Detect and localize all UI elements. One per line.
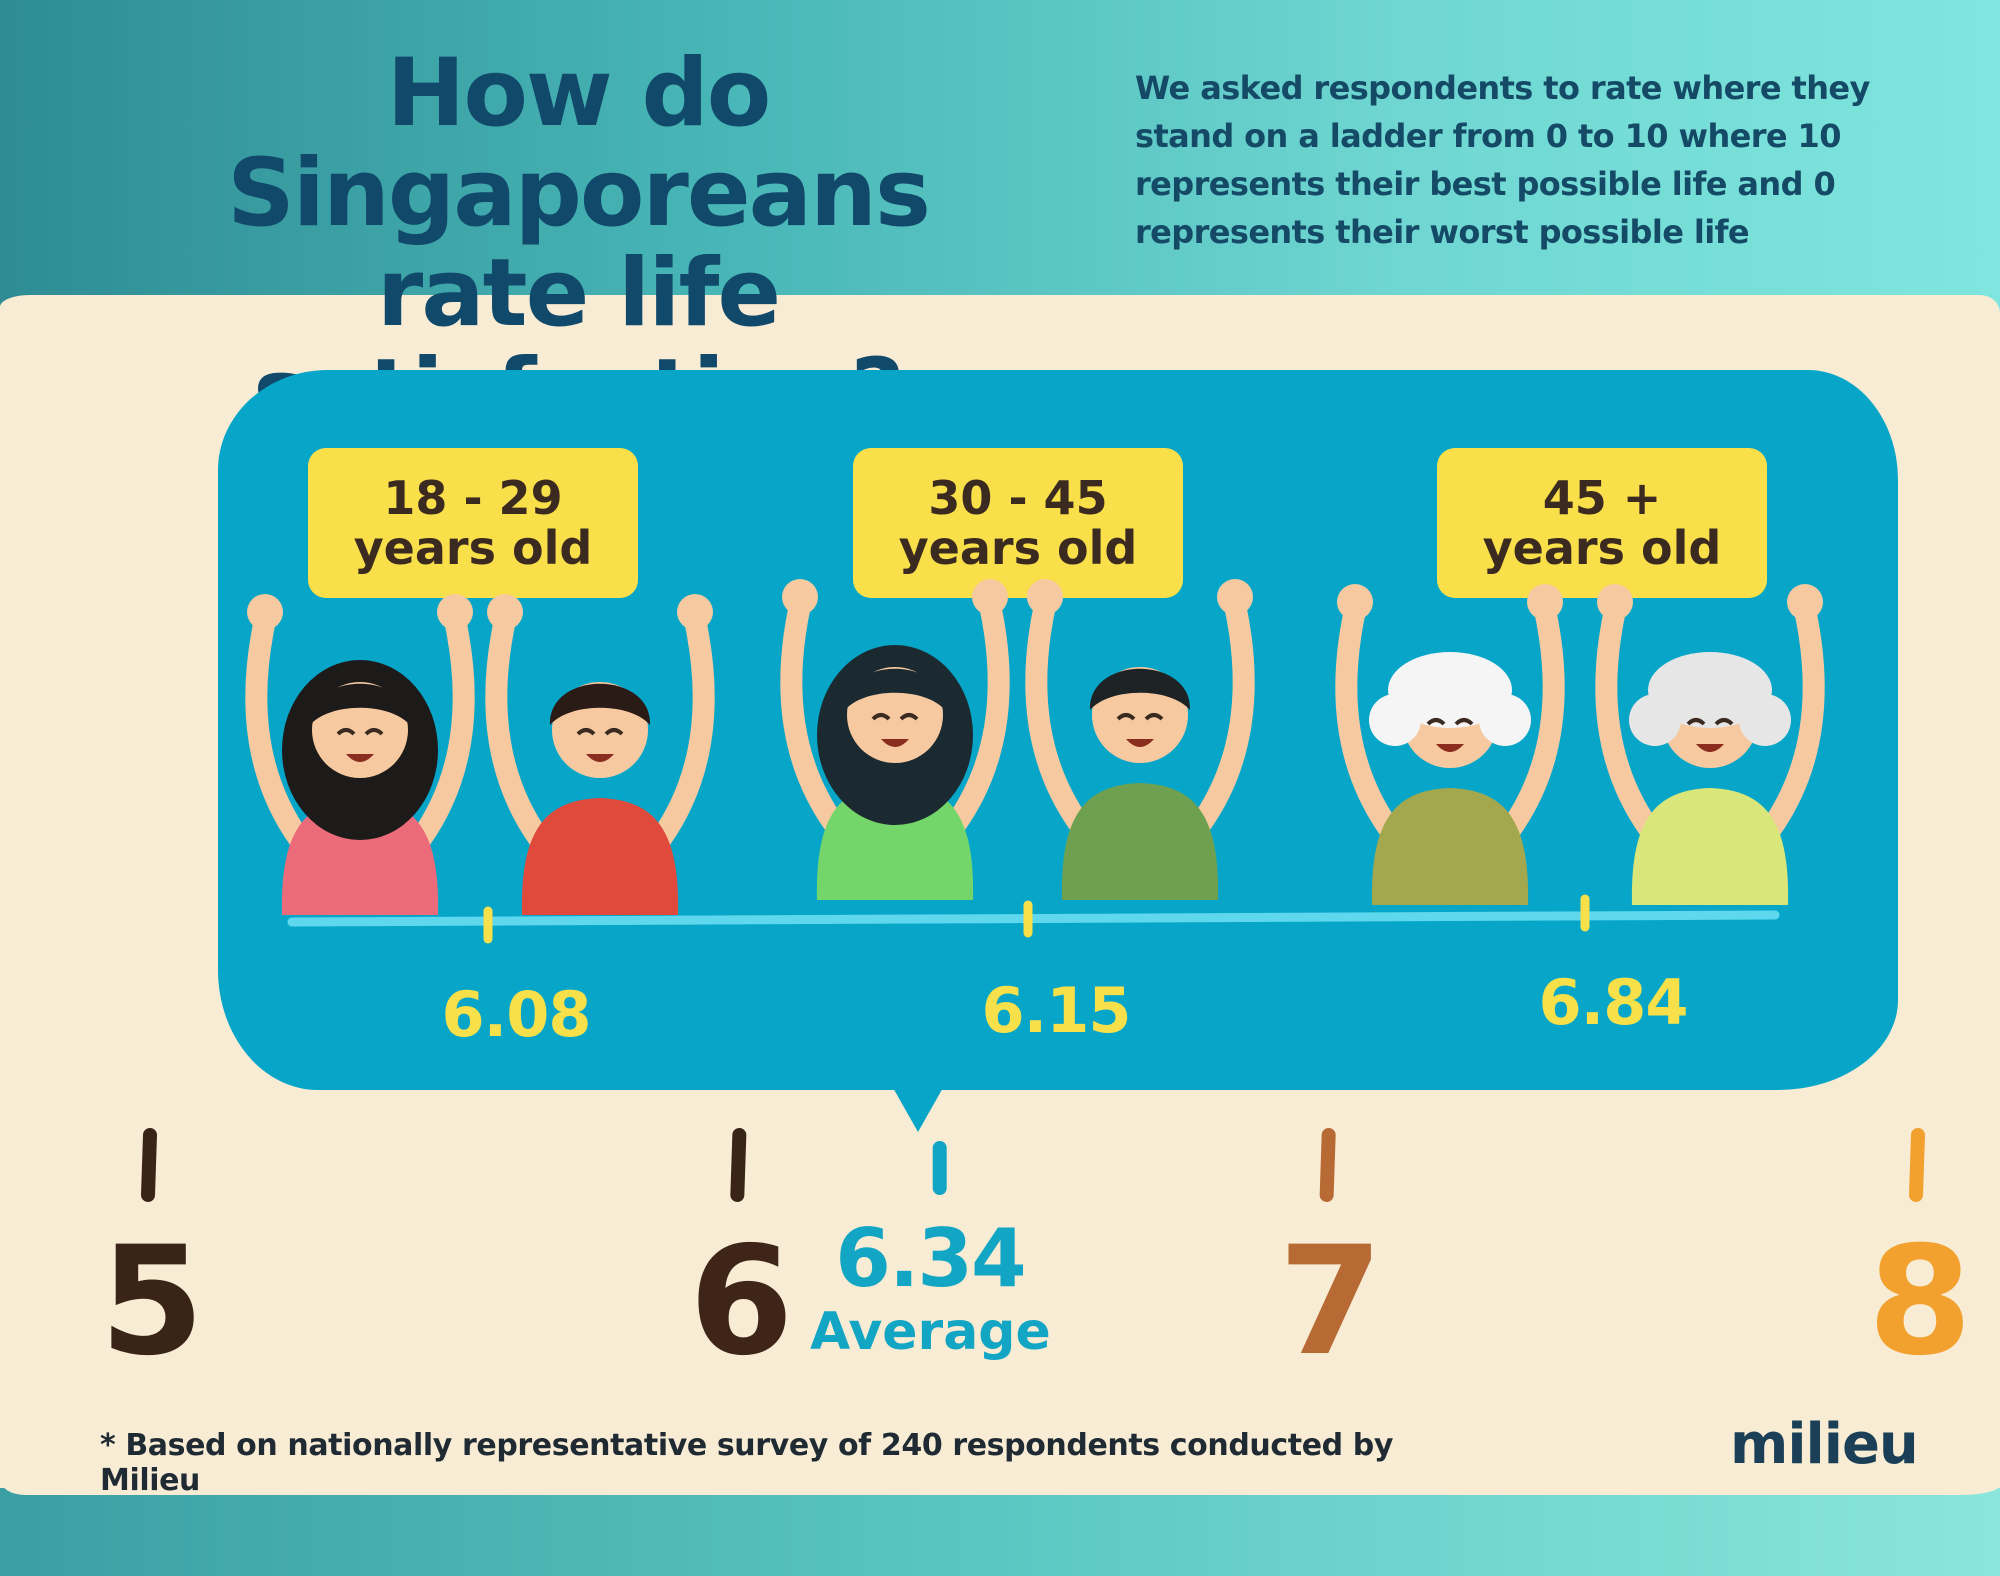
- arm: [1025, 594, 1091, 836]
- hand: [1027, 579, 1063, 615]
- hair: [1648, 652, 1772, 728]
- eye: [336, 728, 356, 736]
- header-band: [0, 0, 2000, 315]
- group-sign-line2: years old: [898, 521, 1138, 575]
- person-0-b: [485, 594, 715, 915]
- arm: [485, 609, 551, 851]
- group-value-18-29: 6.08: [441, 978, 592, 1051]
- person-1-b: [1025, 579, 1255, 900]
- hair: [1629, 694, 1681, 746]
- scale-tick-5: [141, 1128, 157, 1202]
- arm: [649, 609, 715, 851]
- arm: [1499, 599, 1565, 841]
- person-2-a: [1335, 584, 1565, 905]
- main-ticks: [141, 1128, 1925, 1202]
- eye: [1454, 718, 1474, 726]
- eye: [1144, 713, 1164, 721]
- hair: [1089, 668, 1191, 710]
- eye: [1686, 718, 1706, 726]
- mouth: [1696, 744, 1724, 752]
- hair: [1739, 694, 1791, 746]
- shirt: [521, 798, 679, 915]
- hand: [1217, 579, 1253, 615]
- group-scale-line: [287, 910, 1780, 927]
- mouth: [881, 739, 909, 747]
- hand: [782, 579, 818, 615]
- mouth: [1126, 739, 1154, 747]
- average-value: 6.34: [835, 1212, 1026, 1305]
- title-line-1: How do Singaporeans: [227, 39, 931, 248]
- hand: [1597, 584, 1633, 620]
- hand: [247, 594, 283, 630]
- mouth: [1436, 744, 1464, 752]
- hand: [1527, 584, 1563, 620]
- group-sign-line2: years old: [1482, 521, 1722, 575]
- mouth: [586, 754, 614, 762]
- shirt: [1061, 783, 1219, 900]
- page-title: How do Singaporeans rate life satisfacti…: [58, 44, 1098, 444]
- scale-tick-6: [730, 1128, 747, 1202]
- hair: [1479, 694, 1531, 746]
- footnote: * Based on nationally representative sur…: [100, 1428, 1394, 1498]
- group-sign-line1: 45 +: [1542, 471, 1662, 525]
- group-sign-line1: 30 - 45: [928, 471, 1108, 525]
- eye: [576, 728, 596, 736]
- hair: [1369, 694, 1421, 746]
- arm: [1189, 594, 1255, 836]
- people-illustrations: [245, 579, 1825, 915]
- hair: [844, 668, 946, 710]
- hand: [972, 579, 1008, 615]
- person-2-b: [1595, 584, 1825, 905]
- group-sign-line2: years old: [353, 521, 593, 575]
- hand: [1787, 584, 1823, 620]
- person-0-a: [245, 594, 475, 915]
- group-sign-line1: 18 - 29: [383, 471, 563, 525]
- eye: [871, 713, 891, 721]
- average-label: Average: [810, 1302, 1051, 1362]
- hair: [549, 683, 651, 725]
- hand: [1337, 584, 1373, 620]
- group-sign-30-45: 30 - 45 years old: [853, 448, 1183, 598]
- eye: [1116, 713, 1136, 721]
- shirt: [1631, 788, 1789, 905]
- arm: [1595, 599, 1661, 841]
- eye: [364, 728, 384, 736]
- group-ticks: [483, 894, 1590, 944]
- mouth: [346, 754, 374, 762]
- scale-label-5: 5: [99, 1215, 204, 1389]
- page-subtitle: We asked respondents to rate where they …: [1135, 69, 1870, 251]
- arm: [944, 594, 1010, 836]
- arm: [1335, 599, 1401, 841]
- scale-tick-8: [1909, 1128, 1925, 1202]
- arm: [245, 609, 311, 851]
- scale-label-6: 6: [689, 1215, 793, 1389]
- eye: [604, 728, 624, 736]
- footer-band: [0, 1488, 2000, 1576]
- arm: [780, 594, 846, 836]
- hair: [309, 683, 411, 725]
- eye: [1714, 718, 1734, 726]
- eye: [899, 713, 919, 721]
- arm: [409, 609, 475, 851]
- hand: [677, 594, 713, 630]
- hair: [1388, 652, 1512, 728]
- panel-pointer: [892, 1086, 944, 1132]
- group-sign-18-29: 18 - 29 years old: [308, 448, 638, 598]
- scale-tick-7: [1319, 1128, 1336, 1202]
- hand: [437, 594, 473, 630]
- shirt: [1371, 788, 1529, 905]
- brand-logo: milieu: [1730, 1412, 1919, 1477]
- scale-label-7: 7: [1278, 1215, 1382, 1389]
- group-sign-45-plus: 45 + years old: [1437, 448, 1767, 598]
- person-1-a: [780, 579, 1010, 900]
- hand: [487, 594, 523, 630]
- arm: [1759, 599, 1825, 841]
- eye: [1426, 718, 1446, 726]
- scale-label-8: 8: [1867, 1215, 1972, 1389]
- group-value-45-plus: 6.84: [1538, 966, 1689, 1039]
- group-value-30-45: 6.15: [981, 974, 1132, 1047]
